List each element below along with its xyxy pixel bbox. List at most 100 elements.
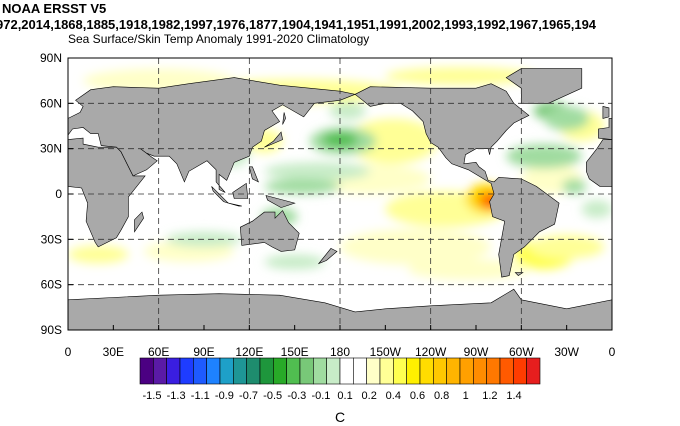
colorbar-cell [259, 357, 274, 385]
lon-label: 120W [415, 345, 447, 359]
colorbar-label: 0.4 [386, 390, 401, 402]
lon-label: 90W [464, 345, 489, 359]
colorbar-label: -1.5 [143, 390, 162, 402]
colorbar-cell [179, 357, 194, 385]
colorbar-cell [166, 357, 181, 385]
colorbar-cell [246, 357, 261, 385]
colorbar-label: -0.7 [239, 390, 258, 402]
colorbar-cell [353, 357, 367, 385]
colorbar-cell [379, 357, 394, 385]
anomaly-region [544, 106, 590, 131]
colorbar-label: -0.1 [311, 390, 330, 402]
lat-label: 30N [40, 142, 62, 156]
colorbar-cell [406, 357, 421, 385]
lon-label: 150E [281, 345, 309, 359]
landmass [211, 186, 229, 204]
colorbar-cell [193, 357, 207, 385]
colorbar-cell [273, 357, 287, 385]
anomaly-region [329, 101, 366, 120]
colorbar-cell [339, 357, 354, 385]
lon-label: 30W [554, 345, 579, 359]
colorbar-cell [313, 357, 327, 385]
landmass [317, 248, 338, 265]
title: NOAA ERSST V5 [2, 1, 106, 16]
colorbar-cell [419, 357, 434, 385]
colorbar-label: -0.9 [215, 390, 234, 402]
anomaly-region [581, 200, 612, 219]
colorbar-cell [139, 357, 154, 385]
lon-label: 0 [609, 345, 616, 359]
colorbar-cell [393, 357, 407, 385]
landmass [248, 166, 259, 183]
colorbar-cell [299, 357, 314, 385]
anomaly-region [528, 234, 605, 259]
landmass [602, 106, 610, 119]
landmass [264, 131, 283, 148]
anomaly-region [68, 245, 129, 264]
anomaly-region [385, 67, 537, 86]
lon-label: 90E [193, 345, 214, 359]
landmass [232, 182, 249, 199]
lat-label: 30S [41, 232, 62, 246]
colorbar-cell [326, 357, 341, 385]
colorbar-cell [499, 357, 514, 385]
colorbar-label: 0.6 [410, 390, 425, 402]
anomaly-region [264, 178, 340, 194]
colorbar-label: 1.2 [482, 390, 497, 402]
years: 972,2014,1868,1885,1918,1982,1997,1976,1… [0, 17, 597, 32]
landmass [505, 68, 583, 104]
lat-label: 60S [41, 278, 62, 292]
colorbar-label: -0.5 [263, 390, 282, 402]
lat-label: 90S [41, 323, 62, 337]
colorbar-cell [459, 357, 474, 385]
colorbar-label: -1.1 [191, 390, 210, 402]
landmass [585, 139, 612, 187]
anomaly-region [340, 228, 492, 266]
anomaly-region [408, 258, 529, 281]
colorbar-label: 0.8 [434, 390, 449, 402]
lon-label: 120E [235, 345, 263, 359]
landmass [265, 195, 296, 208]
lon-label: 30E [103, 345, 124, 359]
lon-label: 150W [370, 345, 402, 359]
landmass [514, 272, 524, 276]
landmass [134, 211, 144, 233]
colorbar-cell [446, 357, 461, 385]
lat-label: 0 [55, 187, 62, 201]
colorbar-cell [433, 357, 447, 385]
colorbar-cell [526, 357, 541, 385]
colorbar-label: 1.4 [506, 390, 521, 402]
colorbar-cell [486, 357, 501, 385]
colorbar-label: 1 [463, 390, 469, 402]
colorbar-label: 0.2 [362, 390, 377, 402]
lat-label: 60N [40, 96, 62, 110]
subtitle: Sea Surface/Skin Temp Anomaly 1991-2020 … [68, 32, 369, 46]
lon-label: 60E [148, 345, 169, 359]
landmass [598, 118, 612, 140]
anomaly-region [264, 254, 325, 270]
landmass [354, 83, 560, 278]
colorbar-label: 0.1 [337, 390, 352, 402]
colorbar-cell [153, 357, 167, 385]
landmass [68, 137, 146, 248]
anomaly-region [347, 118, 439, 164]
anomaly-region [264, 162, 371, 181]
colorbar-label: -0.3 [287, 390, 306, 402]
colorbar-cell [206, 357, 221, 385]
lon-label: 180 [330, 345, 350, 359]
map [68, 58, 612, 330]
grid [68, 58, 612, 330]
lon-label: 0 [65, 345, 72, 359]
anomaly-region [506, 144, 582, 169]
colorbar-cell [219, 357, 234, 385]
landmass [228, 202, 242, 207]
lat-label: 90N [40, 51, 62, 65]
landmass [239, 210, 300, 252]
colorbar: -1.5 -1.3 -1.1 -0.9 -0.7 -0.5 -0.3 -0.1 0.1 0.2 0.… [139, 357, 541, 425]
colorbar-cell [366, 357, 381, 385]
colorbar-cell [286, 357, 301, 385]
colorbar-unit: C [335, 409, 345, 425]
landmass [282, 112, 286, 125]
